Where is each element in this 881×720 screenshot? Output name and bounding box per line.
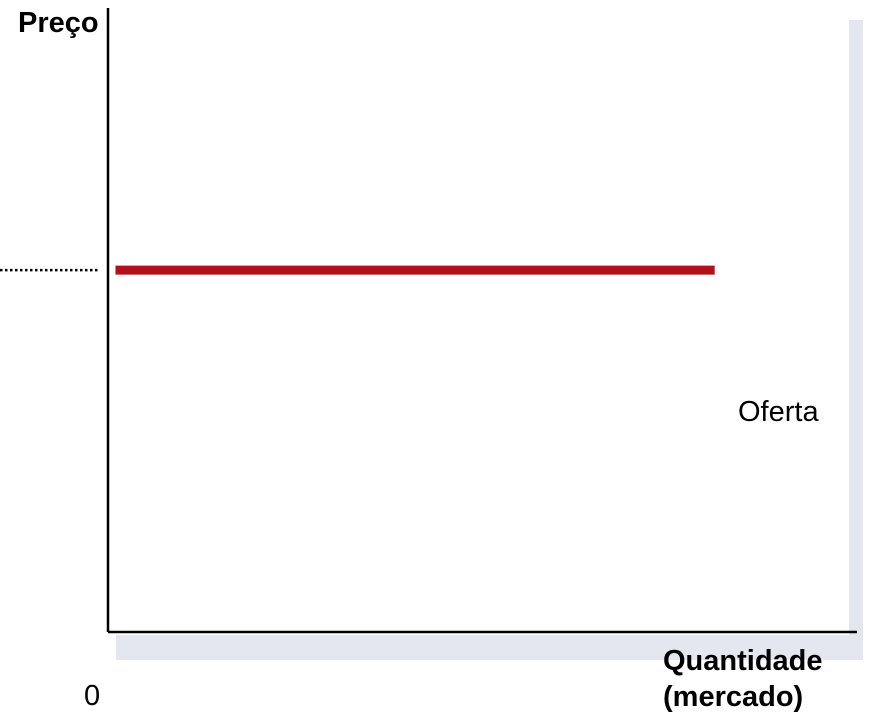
panel-shadow-bottom xyxy=(116,635,863,660)
y-axis-label: Preço xyxy=(18,7,99,39)
supply-series-label: Oferta xyxy=(738,396,819,428)
panel-shadow xyxy=(116,20,863,660)
panel-shadow-right xyxy=(849,20,863,660)
x-axis-label-line1: Quantidade xyxy=(663,645,823,677)
x-axis-label-line2: (mercado) xyxy=(663,681,803,713)
origin-label: 0 xyxy=(84,680,100,712)
